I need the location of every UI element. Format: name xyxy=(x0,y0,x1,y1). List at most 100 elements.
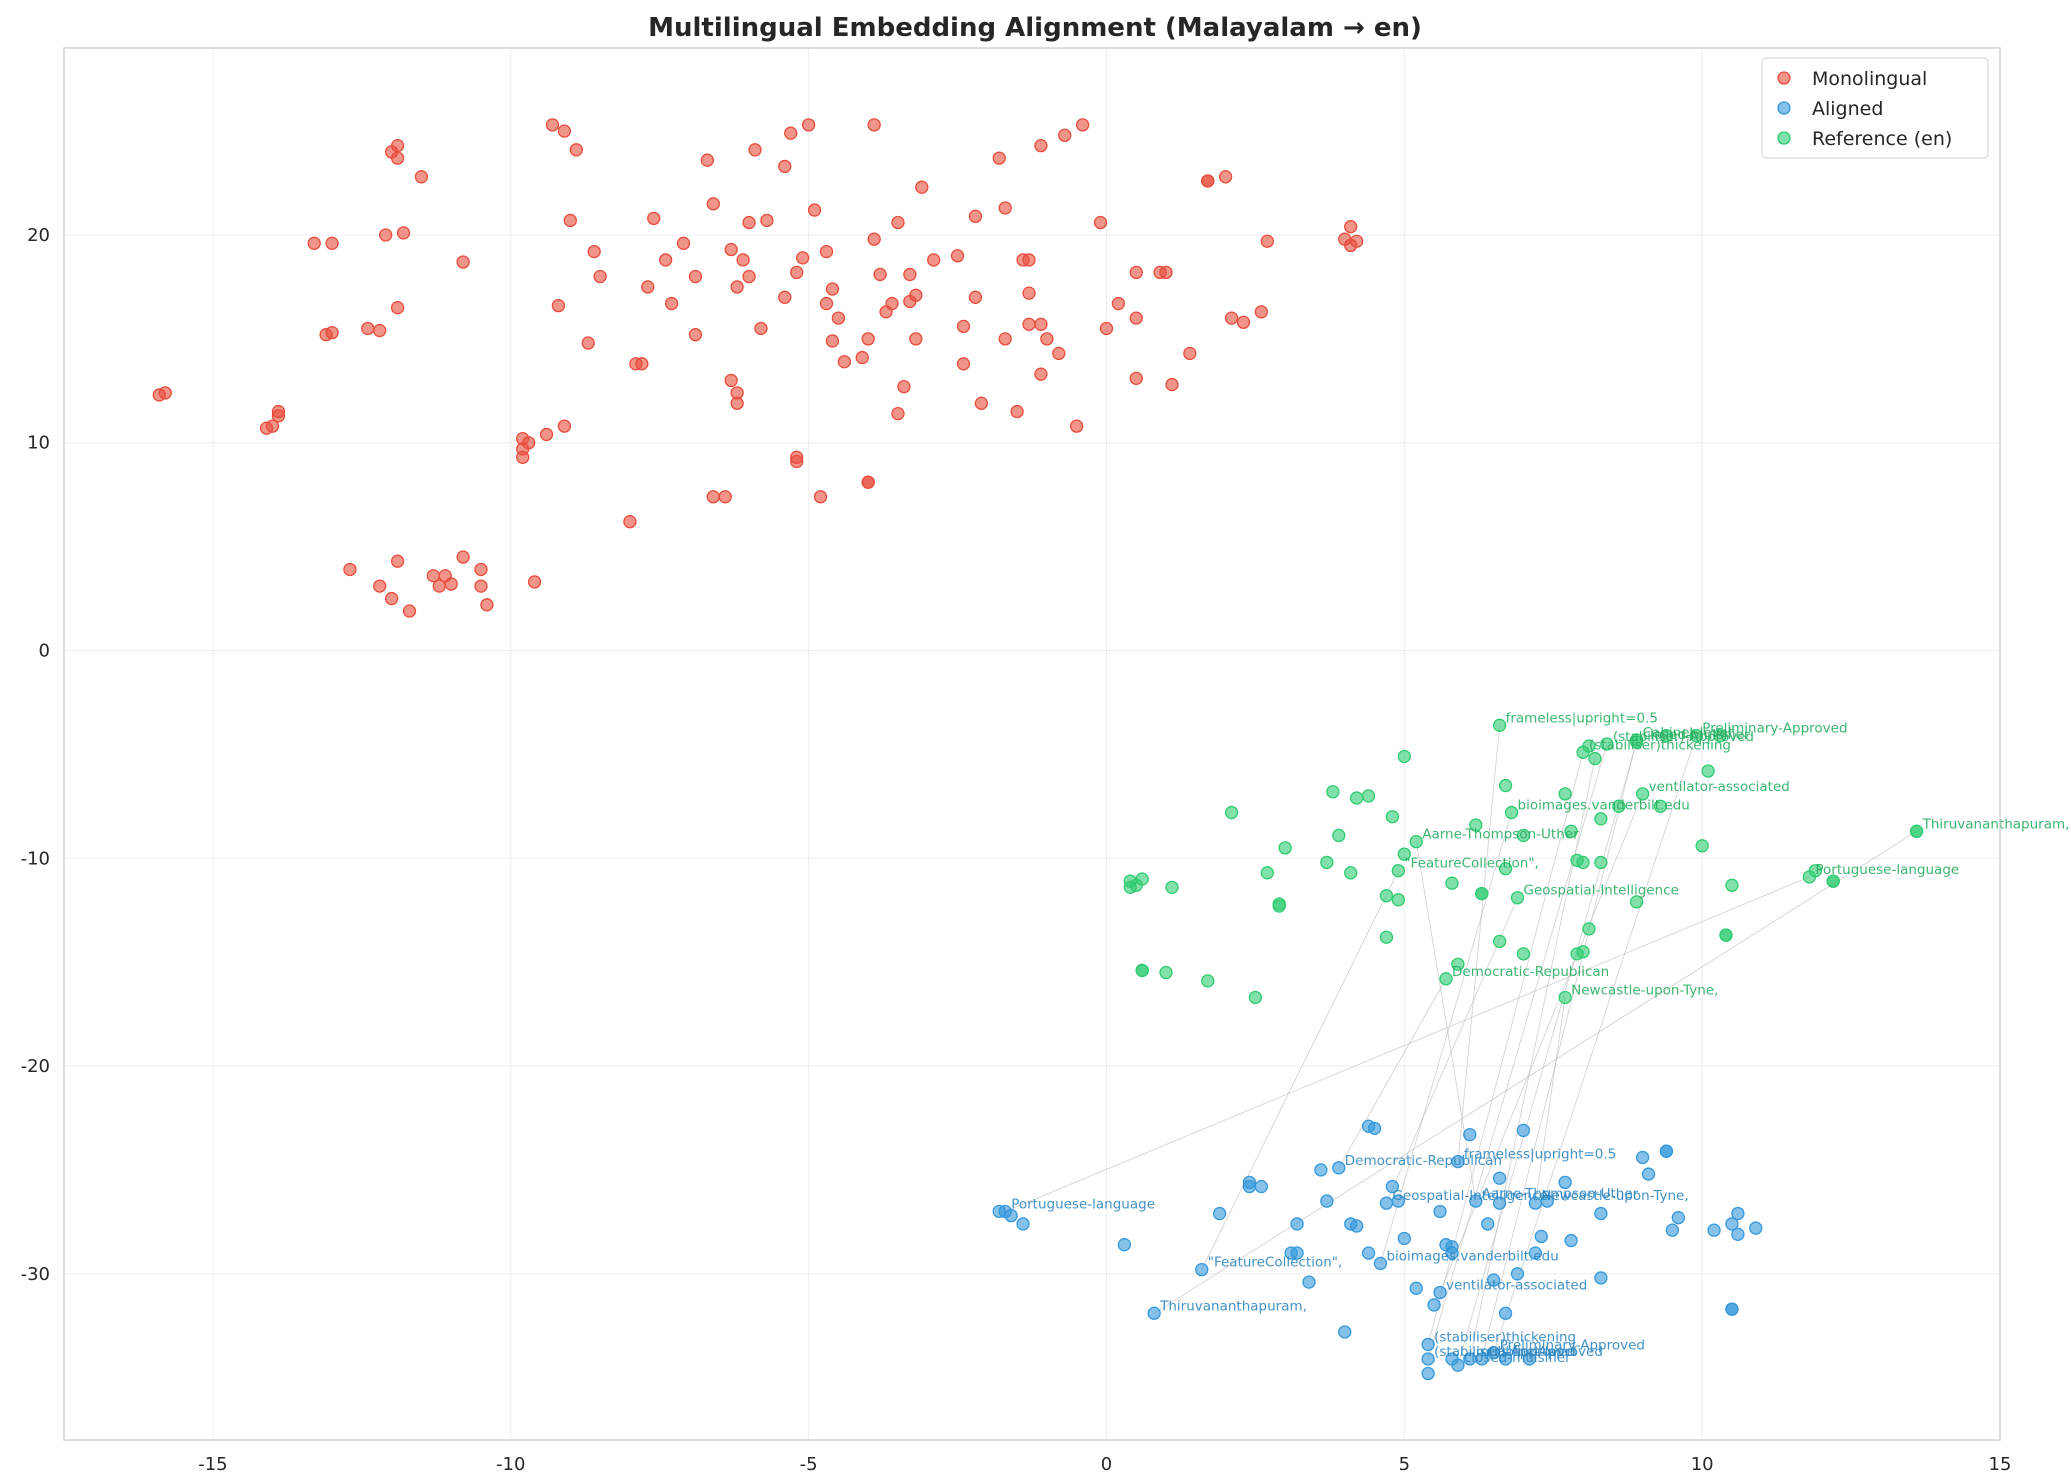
point-monolingual xyxy=(688,269,703,284)
y-tick-label: 20 xyxy=(27,225,50,246)
point-monolingual xyxy=(456,255,470,269)
point-reference-en xyxy=(1713,729,1727,743)
point-monolingual xyxy=(1183,346,1197,361)
point-label: Aarne-Thompson-Uther xyxy=(1422,827,1579,843)
point-aligned xyxy=(1707,1223,1721,1237)
point-monolingual xyxy=(885,296,899,311)
point-monolingual xyxy=(1075,118,1090,132)
series-reference-en xyxy=(1123,718,1924,1005)
point-reference-en xyxy=(1391,864,1406,878)
point-aligned xyxy=(1320,1194,1334,1208)
point-reference-en xyxy=(1332,828,1346,843)
point-aligned xyxy=(1594,1206,1608,1221)
point-reference-en xyxy=(1635,787,1650,801)
alignment-line xyxy=(1415,841,1477,1202)
point-reference-en xyxy=(1600,737,1614,751)
point-reference-en xyxy=(1278,841,1292,855)
point-label: Cabinet-level xyxy=(1643,725,1732,741)
point-label: closed-mulsifier xyxy=(1643,727,1750,743)
alignment-line xyxy=(1457,725,1501,1162)
point-label: Portuguese-language xyxy=(1011,1196,1155,1212)
point-monolingual xyxy=(563,213,577,228)
point-reference-en xyxy=(1379,930,1394,944)
alignment-line xyxy=(1493,735,1697,1353)
point-reference-en xyxy=(1379,889,1394,903)
point-monolingual xyxy=(265,419,280,433)
point-reference-en xyxy=(1558,990,1572,1005)
point-monolingual xyxy=(813,490,828,504)
x-tick-label: 15 xyxy=(1989,1454,2012,1475)
point-monolingual xyxy=(730,280,744,294)
point-monolingual xyxy=(1022,317,1036,331)
point-monolingual xyxy=(343,562,357,577)
point-monolingual xyxy=(706,490,720,504)
point-monolingual xyxy=(1218,170,1233,184)
point-monolingual xyxy=(379,228,393,242)
point-label: Preliminary-Approved xyxy=(1500,1338,1645,1354)
point-aligned xyxy=(1534,1229,1548,1244)
alignment-line xyxy=(1380,812,1512,1264)
point-monolingual xyxy=(861,475,875,489)
legend-marker xyxy=(1777,101,1791,115)
point-monolingual xyxy=(861,332,875,346)
point-monolingual xyxy=(1034,367,1048,381)
point-monolingual xyxy=(992,151,1006,165)
x-tick-label: -5 xyxy=(800,1454,818,1475)
point-monolingual xyxy=(539,427,554,442)
point-reference-en xyxy=(1594,855,1608,870)
point-reference-en xyxy=(1516,947,1531,961)
point-monolingual xyxy=(658,253,673,267)
point-monolingual xyxy=(730,396,744,410)
point-monolingual xyxy=(1034,317,1048,331)
point-aligned xyxy=(1492,1171,1507,1185)
legend-box xyxy=(1761,57,1989,159)
point-monolingual xyxy=(307,236,321,250)
y-tick-label: -10 xyxy=(21,848,50,869)
point-monolingual xyxy=(1129,311,1143,325)
point-reference-en xyxy=(1588,751,1602,766)
point-aligned xyxy=(1516,1123,1531,1138)
point-aligned xyxy=(1016,1217,1030,1231)
series-aligned xyxy=(992,1119,1763,1381)
point-reference-en xyxy=(1689,729,1703,743)
point-monolingual xyxy=(271,404,286,419)
point-monolingual xyxy=(909,288,923,302)
y-tick-label: -20 xyxy=(21,1056,50,1077)
point-reference-en xyxy=(1201,974,1215,988)
point-monolingual xyxy=(325,325,339,340)
point-reference-en xyxy=(1653,799,1668,813)
point-label: Democratic-Republican xyxy=(1452,964,1609,980)
point-label: frameless|upright=0.5 xyxy=(1506,710,1658,726)
point-aligned xyxy=(1749,1221,1763,1235)
point-label: (stabiliser)thickening xyxy=(1589,737,1731,753)
legend-label: Monolingual xyxy=(1812,68,1927,90)
point-label: Preliminary-Approved xyxy=(1702,721,1847,737)
point-aligned xyxy=(1397,1231,1411,1246)
point-monolingual xyxy=(790,450,804,464)
point-monolingual xyxy=(384,591,399,606)
point-aligned xyxy=(1314,1163,1328,1177)
point-aligned xyxy=(1671,1211,1685,1225)
point-monolingual xyxy=(390,554,405,568)
point-label: bioimages.vanderbilt.edu xyxy=(1386,1248,1558,1264)
point-label: (stabiliser)-Approved xyxy=(1613,729,1754,745)
point-aligned xyxy=(1510,1267,1525,1281)
point-reference-en xyxy=(1469,818,1483,832)
alignment-connections xyxy=(1005,725,1917,1366)
point-monolingual xyxy=(825,282,840,296)
point-monolingual xyxy=(1022,253,1036,267)
point-monolingual xyxy=(855,350,869,365)
point-aligned xyxy=(1212,1206,1227,1221)
point-monolingual xyxy=(432,579,446,593)
point-reference-en xyxy=(1397,749,1411,764)
point-monolingual xyxy=(837,355,852,369)
point-reference-en xyxy=(1909,824,1924,838)
alignment-line xyxy=(1153,830,1917,1314)
point-monolingual xyxy=(325,236,339,250)
point-monolingual xyxy=(891,407,905,421)
point-aligned xyxy=(1433,1285,1447,1300)
legend-marker xyxy=(1777,131,1791,145)
point-label: Thiruvananthapuram, xyxy=(1159,1298,1307,1314)
point-aligned xyxy=(1475,1352,1489,1366)
